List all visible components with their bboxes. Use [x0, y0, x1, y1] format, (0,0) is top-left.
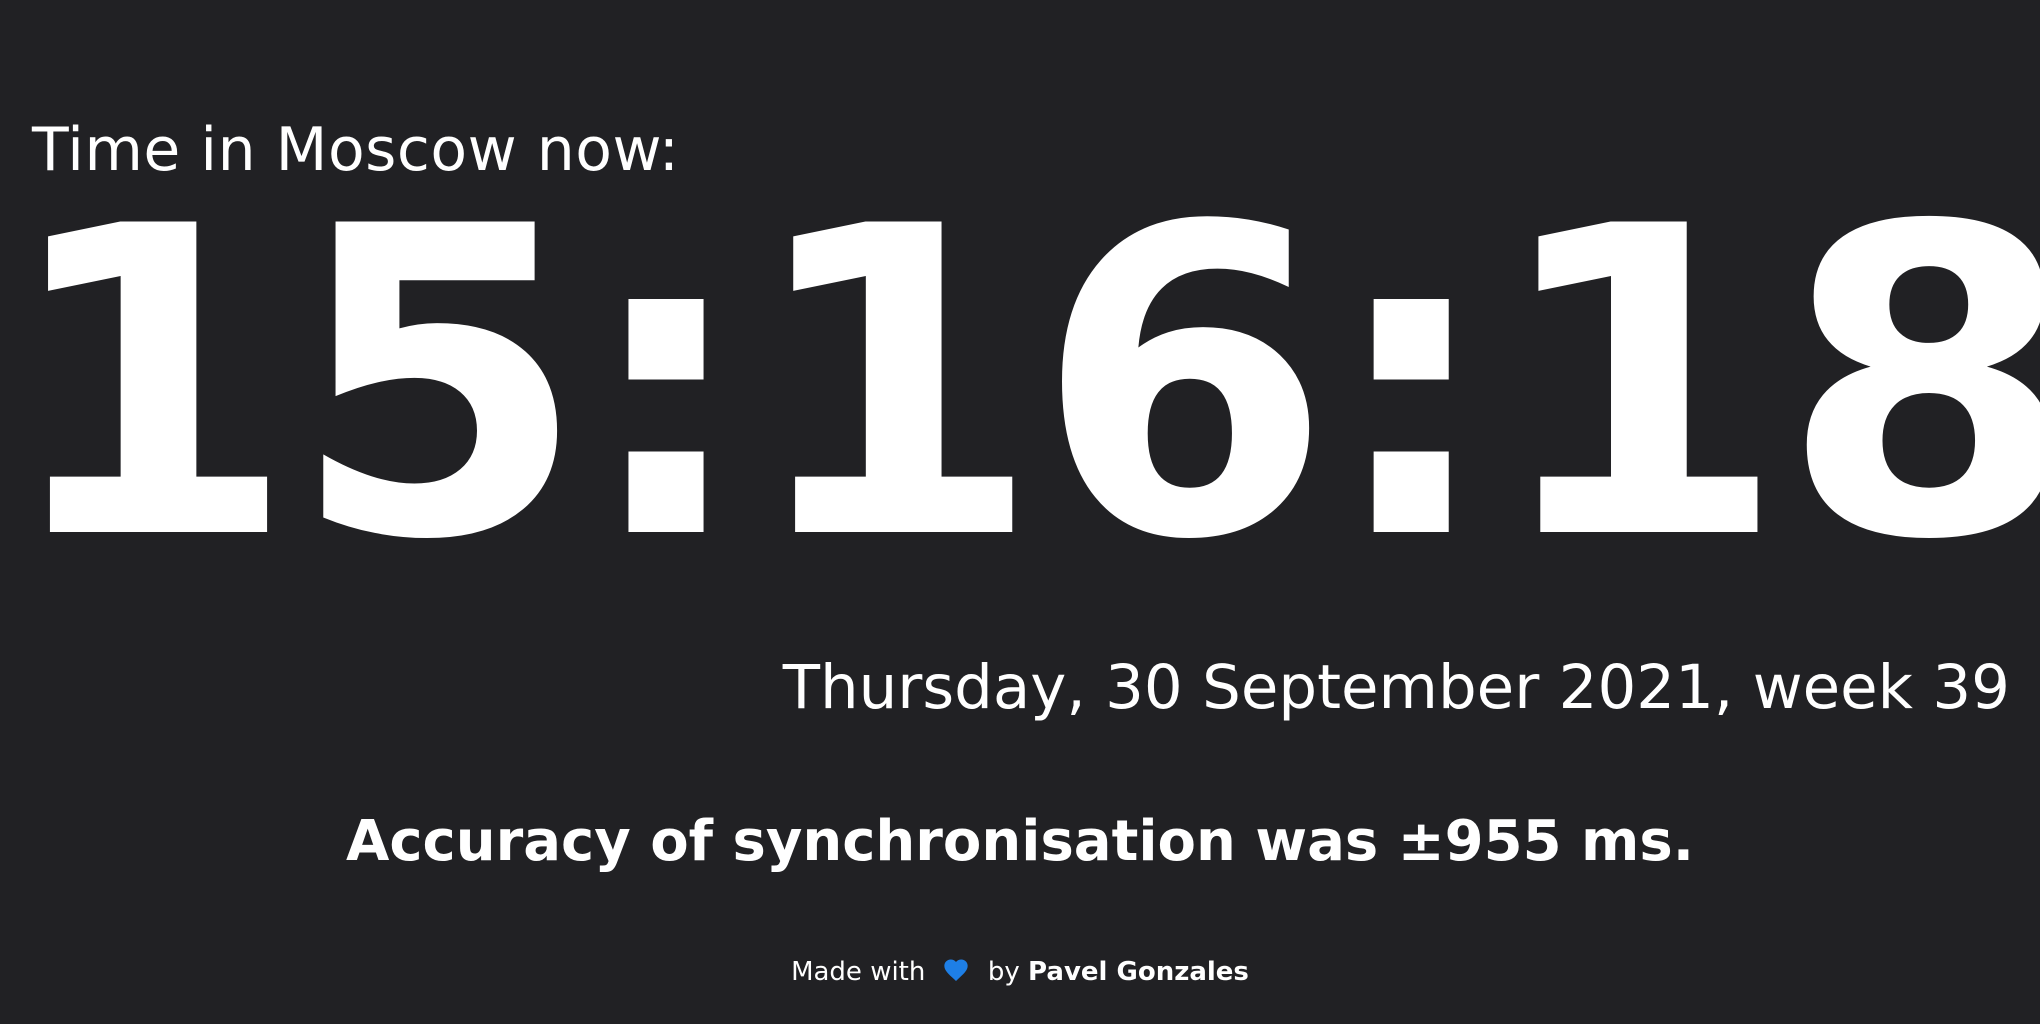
made-with-text: Made with — [791, 957, 926, 987]
by-text: by — [987, 957, 1020, 987]
date-text: Thursday, 30 September 2021, week 39 — [782, 652, 2010, 723]
heart-icon — [942, 956, 970, 984]
time-label: Time in Moscow now: — [32, 115, 680, 185]
clock-time: 15:16:18 — [0, 138, 2040, 633]
author-link[interactable]: Pavel Gonzales — [1028, 957, 1249, 987]
footer: Made with by Pavel Gonzales — [0, 952, 2040, 992]
sync-accuracy-text: Accuracy of synchronisation was ±955 ms. — [346, 809, 1694, 874]
